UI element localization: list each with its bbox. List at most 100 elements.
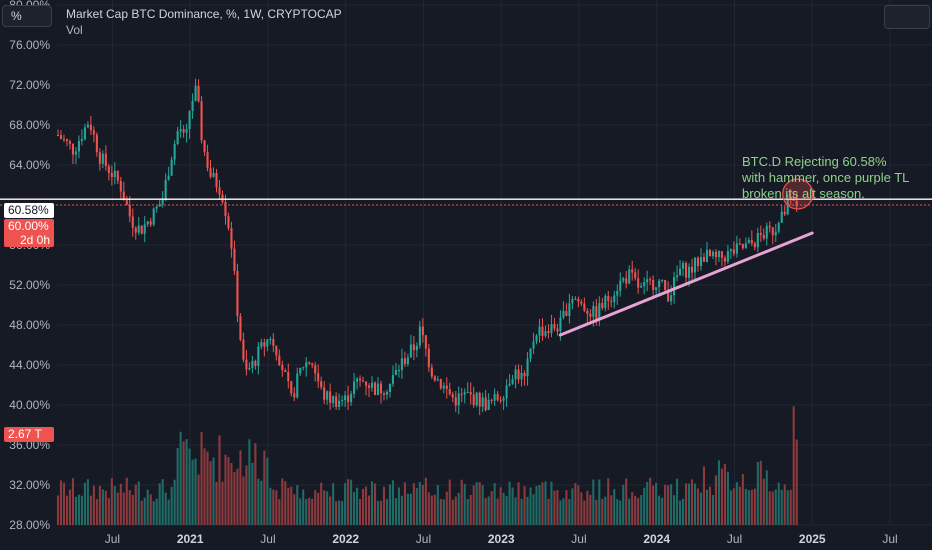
- candle-body: [774, 231, 777, 236]
- x-axis-tick-label: 2022: [332, 532, 359, 546]
- candle-body: [77, 140, 80, 152]
- candle-body: [101, 153, 104, 164]
- volume-bar: [173, 479, 176, 525]
- volume-bar: [601, 498, 604, 525]
- volume-bar: [783, 484, 786, 525]
- candle-body: [95, 134, 98, 153]
- candle-body: [56, 135, 60, 136]
- candle-body: [568, 303, 571, 316]
- volume-bar: [403, 482, 406, 525]
- candle-body: [448, 388, 451, 395]
- candle-body: [308, 362, 311, 364]
- candle-body: [631, 269, 634, 273]
- candle-body: [756, 233, 759, 248]
- y-axis-tick-label: 64.00%: [9, 158, 50, 172]
- candle-body: [783, 211, 786, 215]
- candle-body: [705, 249, 709, 262]
- volume-bar: [409, 493, 412, 525]
- volume-bar: [362, 488, 365, 525]
- candle-body: [418, 326, 421, 346]
- volume-bar: [553, 490, 556, 525]
- candle-body: [173, 143, 176, 160]
- volume-bar: [433, 494, 436, 525]
- candle-body: [254, 361, 257, 366]
- candle-body: [466, 392, 469, 394]
- volume-bar: [711, 495, 714, 525]
- chart-settings-button[interactable]: [884, 5, 930, 29]
- volume-bar: [684, 483, 688, 525]
- candle-body: [577, 299, 580, 302]
- candle-body: [613, 295, 616, 302]
- volume-bar: [607, 478, 610, 525]
- percent-scale-button[interactable]: %: [2, 5, 52, 27]
- candle-body: [74, 151, 77, 155]
- candle-body: [744, 243, 747, 249]
- volume-bar: [442, 499, 445, 525]
- candle-body: [86, 124, 89, 128]
- candle-body: [311, 363, 314, 366]
- volume-bar: [338, 500, 341, 525]
- volume-bar: [771, 491, 774, 525]
- volume-bar: [293, 494, 296, 525]
- y-axis-tick-label: 44.00%: [9, 358, 50, 372]
- candle-body: [110, 173, 113, 178]
- volume-bar: [140, 500, 143, 525]
- candle-body: [523, 373, 526, 377]
- volume-bar: [373, 483, 377, 525]
- candle-body: [610, 300, 613, 302]
- volume-bar: [317, 492, 320, 525]
- candle-body: [544, 331, 547, 336]
- candle-body: [529, 348, 532, 359]
- bar-countdown-tag: 2d 0h: [4, 233, 54, 247]
- volume-bar: [272, 489, 275, 525]
- volume-bar: [690, 479, 694, 525]
- volume-bar: [538, 484, 541, 525]
- volume-bar: [191, 459, 194, 525]
- candle-body: [684, 263, 688, 278]
- candle-body: [699, 257, 703, 267]
- volume-bar: [562, 498, 565, 525]
- volume-bar: [514, 497, 517, 525]
- candle-body: [687, 266, 691, 278]
- candle-body: [415, 345, 418, 351]
- candle-body: [786, 198, 789, 215]
- candle-body: [373, 382, 377, 396]
- candle-body: [547, 331, 550, 334]
- candle-body: [248, 367, 251, 370]
- annotation-line-2: with hammer, once purple TL: [742, 170, 910, 185]
- volume-bar: [341, 500, 344, 525]
- candle-body: [89, 124, 92, 131]
- volume-bar: [296, 485, 299, 525]
- candle-body: [562, 311, 565, 318]
- candle-body: [702, 257, 706, 262]
- candle-body: [83, 127, 86, 140]
- candle-body: [62, 138, 66, 140]
- candle-body: [454, 397, 457, 406]
- volume-bar: [667, 485, 670, 525]
- volume-bar: [224, 454, 227, 525]
- volume-bar: [215, 481, 218, 525]
- candle-body: [182, 129, 185, 133]
- candle-body: [589, 313, 592, 317]
- candle-body: [242, 339, 245, 360]
- volume-bar: [523, 486, 526, 525]
- candle-body: [152, 208, 155, 225]
- volume-bar: [454, 496, 457, 525]
- chart-title: Market Cap BTC Dominance, %, 1W, CRYPTOC…: [66, 7, 342, 21]
- volume-bar: [71, 478, 74, 525]
- candle-body: [385, 392, 389, 395]
- candle-body: [442, 385, 445, 389]
- candle-body: [571, 299, 574, 304]
- volume-bar: [113, 486, 116, 525]
- volume-bar: [125, 477, 128, 525]
- candle-body: [792, 199, 795, 201]
- candle-body: [795, 200, 798, 207]
- volume-bar: [278, 499, 281, 525]
- volume-bar: [176, 448, 179, 525]
- volume-bar: [197, 474, 200, 525]
- candle-body: [409, 344, 412, 358]
- candle-body: [475, 392, 478, 406]
- candle-body: [230, 228, 233, 249]
- candle-body: [499, 400, 502, 402]
